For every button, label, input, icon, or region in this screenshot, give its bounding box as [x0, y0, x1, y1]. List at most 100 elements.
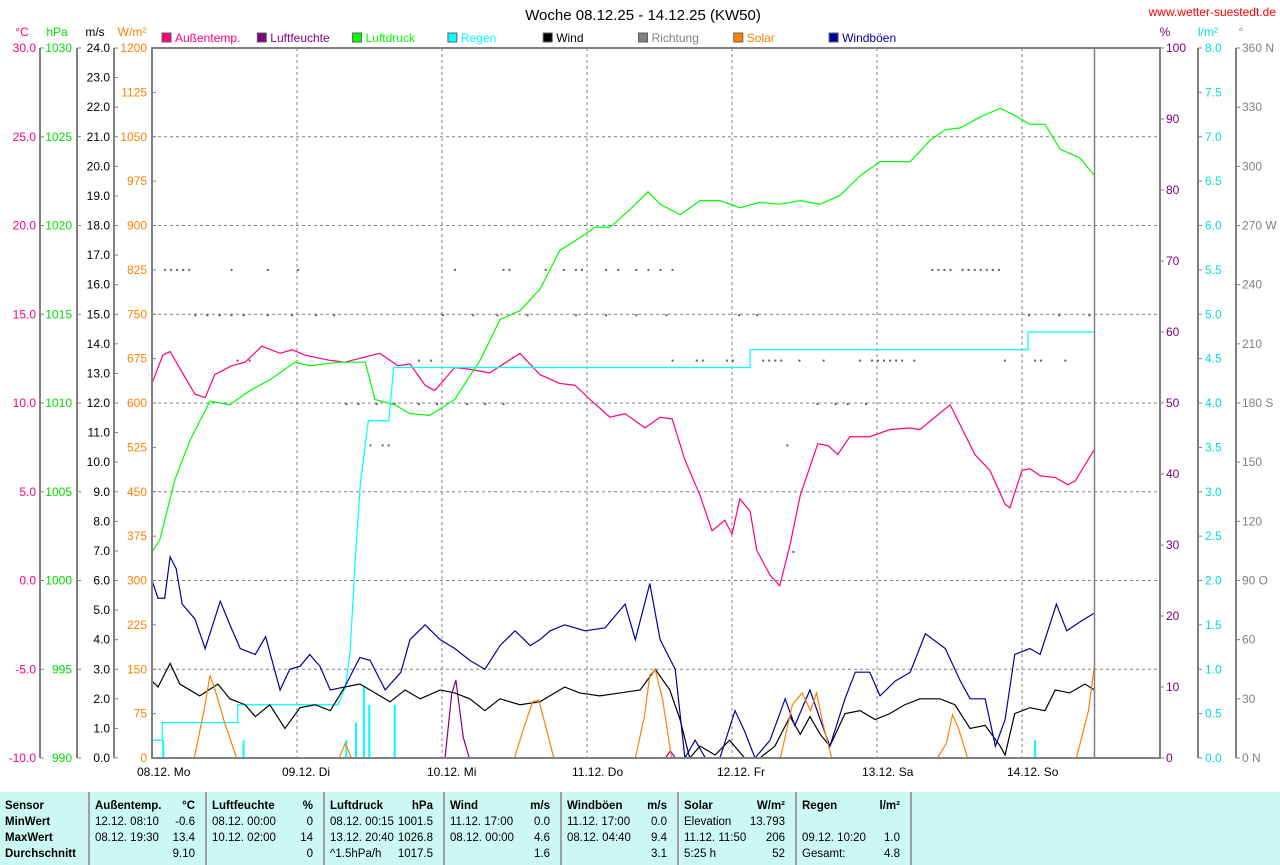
temp-tick-label: -5.0 [15, 662, 36, 676]
series-line-auentemp [151, 345, 1096, 588]
stats-column: Luftfeuchte% 08.12. 00:00 0 10.12. 02:00 14 0 [205, 792, 323, 865]
rain-bar [368, 704, 371, 758]
direction-tick-label: 30 [1242, 692, 1256, 706]
solar-tick-label: 825 [127, 263, 147, 277]
direction-dot [466, 403, 469, 405]
humidity-tick-label: 20 [1166, 609, 1180, 623]
rain-tick-label: 2.5 [1205, 529, 1222, 543]
stats-header: Wind [450, 800, 478, 812]
wind-tick-label: 22.0 [87, 100, 111, 114]
humidity-tick-label: 30 [1166, 538, 1180, 552]
solar-tick-label: 1200 [120, 41, 147, 55]
stats-header: Luftdruck [330, 800, 384, 812]
stats-label: 12.12. 08:10 [95, 816, 159, 828]
legend-item: Außentemp. [161, 31, 240, 45]
wind-tick-label: 23.0 [87, 71, 111, 85]
stats-value: 0 [306, 848, 313, 860]
temp-tick-label: 15.0 [13, 307, 37, 321]
direction-dot [931, 268, 934, 271]
wind-tick-label: 21.0 [87, 130, 111, 144]
direction-dot [901, 359, 904, 362]
direction-dot [997, 268, 1000, 271]
direction-tick-label: 360 N [1242, 41, 1274, 55]
direction-dot [357, 403, 360, 405]
stats-value: 0 [306, 816, 313, 828]
solar-tick-label: 900 [127, 219, 147, 233]
direction-dot [635, 268, 638, 271]
direction-tick-label: 210 [1242, 337, 1262, 351]
rain-tick-label: 4.0 [1205, 396, 1222, 410]
direction-dot [230, 268, 233, 271]
direction-dot [176, 268, 179, 271]
solar-tick-label: 450 [127, 485, 147, 499]
direction-tick-label: 300 [1242, 159, 1262, 173]
direction-dot [864, 403, 867, 405]
direction-dot [798, 359, 801, 362]
solar-tick-label: 300 [127, 574, 147, 588]
direction-dot [526, 314, 529, 317]
rain-tick-label: 4.5 [1205, 352, 1222, 366]
direction-dot [333, 314, 336, 317]
stats-header: Sensor [5, 800, 44, 812]
legend-swatch [733, 32, 744, 43]
legend-swatch [638, 32, 648, 43]
x-tick-label: 09.12. Di [282, 765, 330, 779]
humidity-tick-label: 70 [1166, 254, 1180, 268]
direction-tick-label: 60 [1242, 633, 1256, 647]
direction-dot [1040, 359, 1043, 362]
direction-dot [484, 403, 487, 405]
stats-label: 11.12. 17:00 [450, 816, 514, 828]
direction-dot [182, 268, 185, 271]
stats-label: 5:25 h [684, 848, 716, 860]
wind-axis-unit: m/s [85, 25, 104, 39]
direction-dot [792, 550, 795, 553]
direction-tick-label: 0 N [1242, 751, 1261, 765]
direction-dot [659, 268, 662, 271]
rain-bar [355, 722, 357, 758]
direction-dot [617, 268, 620, 271]
legend-item: Windböen [828, 31, 896, 45]
rain-bar [345, 740, 348, 758]
x-tick-label: 11.12. Do [572, 765, 623, 779]
wind-tick-label: 20.0 [87, 159, 111, 173]
stats-label: MaxWert [5, 832, 53, 844]
stats-value: 1026.8 [397, 832, 433, 844]
stats-value: -0.6 [175, 816, 195, 828]
legend-swatch [447, 32, 458, 43]
rain-bar [393, 704, 396, 758]
stats-label: Elevation [684, 816, 732, 828]
stats-value: 3.1 [651, 848, 667, 860]
x-tick-label: 12.12. Fr [717, 765, 765, 779]
solar-tick-label: 975 [127, 174, 147, 188]
stats-value: 13.793 [749, 816, 785, 828]
stats-column: Windböen m/s 11.12. 17:00 0.0 08.12. 04:40 9.… [560, 792, 677, 865]
direction-dot [435, 403, 438, 405]
stats-value: 0.0 [651, 816, 667, 828]
direction-dot [961, 268, 964, 271]
direction-dot [605, 314, 608, 317]
stats-unit: hPa [411, 800, 433, 812]
direction-dot [1034, 359, 1037, 362]
direction-dot [454, 268, 457, 271]
series-line-windböen [151, 554, 1095, 760]
direction-dot [574, 268, 577, 271]
x-tick-label: 08.12. Mo [137, 765, 191, 779]
wind-tick-label: 14.0 [87, 337, 111, 351]
direction-dot [816, 403, 819, 405]
pressure-tick-label: 995 [52, 662, 72, 676]
stats-value: 0.0 [534, 816, 550, 828]
legend-label: Regen [461, 31, 496, 45]
direction-dot [967, 268, 970, 271]
site-link[interactable]: www.wetter-suestedt.de [1148, 5, 1277, 19]
direction-dot [768, 359, 771, 362]
rain-tick-label: 6.0 [1205, 219, 1222, 233]
stats-label: 10.12. 02:00 [212, 832, 276, 844]
wind-tick-label: 18.0 [87, 219, 111, 233]
wind-tick-label: 1.0 [93, 721, 110, 735]
direction-tick-label: 150 [1242, 455, 1262, 469]
x-tick-label: 10.12. Mi [427, 765, 476, 779]
rain-bar [242, 740, 245, 758]
direction-dot [738, 314, 741, 317]
direction-dot [671, 268, 674, 271]
humidity-tick-label: 50 [1166, 396, 1180, 410]
